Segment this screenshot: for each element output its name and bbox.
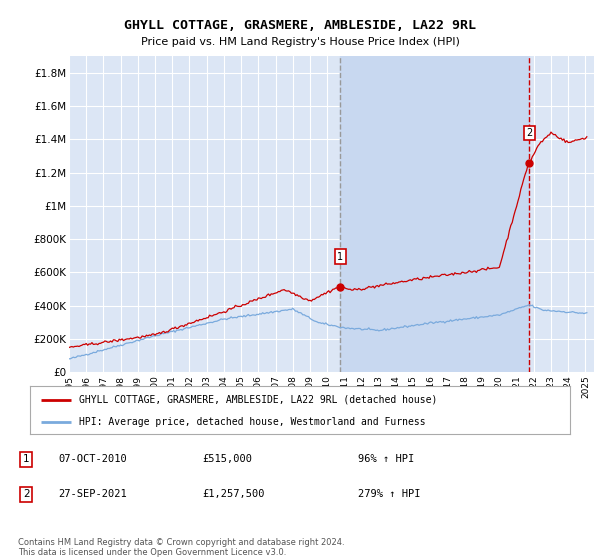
Text: 279% ↑ HPI: 279% ↑ HPI [358, 489, 420, 499]
Text: Price paid vs. HM Land Registry's House Price Index (HPI): Price paid vs. HM Land Registry's House … [140, 37, 460, 47]
Text: 27-SEP-2021: 27-SEP-2021 [58, 489, 127, 499]
Text: 96% ↑ HPI: 96% ↑ HPI [358, 454, 414, 464]
Text: HPI: Average price, detached house, Westmorland and Furness: HPI: Average price, detached house, West… [79, 417, 425, 427]
Text: 1: 1 [337, 251, 344, 262]
Text: £1,257,500: £1,257,500 [202, 489, 265, 499]
Text: 1: 1 [23, 454, 30, 464]
Text: £515,000: £515,000 [202, 454, 252, 464]
Text: GHYLL COTTAGE, GRASMERE, AMBLESIDE, LA22 9RL: GHYLL COTTAGE, GRASMERE, AMBLESIDE, LA22… [124, 18, 476, 32]
Text: Contains HM Land Registry data © Crown copyright and database right 2024.
This d: Contains HM Land Registry data © Crown c… [18, 538, 344, 557]
Text: GHYLL COTTAGE, GRASMERE, AMBLESIDE, LA22 9RL (detached house): GHYLL COTTAGE, GRASMERE, AMBLESIDE, LA22… [79, 395, 437, 405]
Text: 07-OCT-2010: 07-OCT-2010 [58, 454, 127, 464]
Text: 2: 2 [526, 128, 532, 138]
Bar [340, 56, 529, 372]
Text: 2: 2 [23, 489, 30, 499]
